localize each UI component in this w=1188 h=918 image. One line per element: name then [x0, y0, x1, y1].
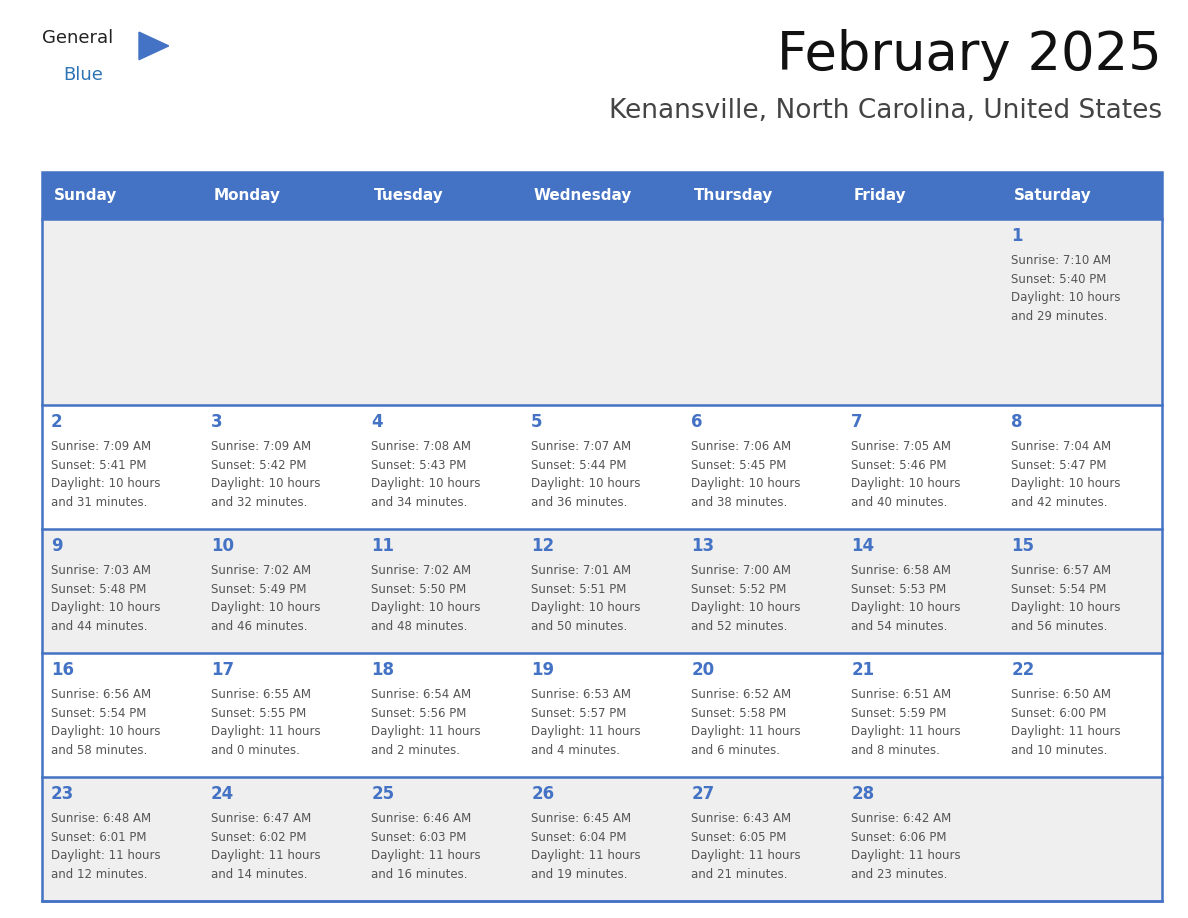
Text: Sunrise: 6:54 AM
Sunset: 5:56 PM
Daylight: 11 hours
and 2 minutes.: Sunrise: 6:54 AM Sunset: 5:56 PM Dayligh… [371, 688, 481, 756]
Text: 21: 21 [852, 661, 874, 678]
Text: February 2025: February 2025 [777, 29, 1162, 82]
Bar [42, 778, 1162, 901]
Text: Sunrise: 7:05 AM
Sunset: 5:46 PM
Daylight: 10 hours
and 40 minutes.: Sunrise: 7:05 AM Sunset: 5:46 PM Dayligh… [852, 441, 961, 509]
Text: Sunrise: 7:09 AM
Sunset: 5:42 PM
Daylight: 10 hours
and 32 minutes.: Sunrise: 7:09 AM Sunset: 5:42 PM Dayligh… [211, 441, 321, 509]
Text: 23: 23 [51, 785, 75, 803]
Text: 11: 11 [371, 537, 394, 554]
Text: Sunrise: 6:47 AM
Sunset: 6:02 PM
Daylight: 11 hours
and 14 minutes.: Sunrise: 6:47 AM Sunset: 6:02 PM Dayligh… [211, 812, 321, 881]
Text: Tuesday: Tuesday [373, 188, 443, 203]
Text: Sunrise: 7:08 AM
Sunset: 5:43 PM
Daylight: 10 hours
and 34 minutes.: Sunrise: 7:08 AM Sunset: 5:43 PM Dayligh… [371, 441, 481, 509]
Bar [42, 219, 1162, 406]
Text: 9: 9 [51, 537, 63, 554]
Text: 6: 6 [691, 413, 703, 431]
Text: Sunrise: 6:53 AM
Sunset: 5:57 PM
Daylight: 11 hours
and 4 minutes.: Sunrise: 6:53 AM Sunset: 5:57 PM Dayligh… [531, 688, 640, 756]
Text: Sunday: Sunday [53, 188, 116, 203]
Text: General: General [42, 29, 113, 48]
Text: Sunrise: 7:04 AM
Sunset: 5:47 PM
Daylight: 10 hours
and 42 minutes.: Sunrise: 7:04 AM Sunset: 5:47 PM Dayligh… [1011, 441, 1120, 509]
Text: 25: 25 [371, 785, 394, 803]
Text: Sunrise: 6:55 AM
Sunset: 5:55 PM
Daylight: 11 hours
and 0 minutes.: Sunrise: 6:55 AM Sunset: 5:55 PM Dayligh… [211, 688, 321, 756]
Text: Thursday: Thursday [694, 188, 773, 203]
Text: Sunrise: 6:57 AM
Sunset: 5:54 PM
Daylight: 10 hours
and 56 minutes.: Sunrise: 6:57 AM Sunset: 5:54 PM Dayligh… [1011, 565, 1120, 633]
Bar [42, 530, 1162, 654]
Text: Sunrise: 7:03 AM
Sunset: 5:48 PM
Daylight: 10 hours
and 44 minutes.: Sunrise: 7:03 AM Sunset: 5:48 PM Dayligh… [51, 565, 160, 633]
Text: 19: 19 [531, 661, 555, 678]
Bar [42, 172, 1162, 219]
Text: 18: 18 [371, 661, 394, 678]
Text: 20: 20 [691, 661, 714, 678]
Text: 5: 5 [531, 413, 543, 431]
Text: Sunrise: 7:02 AM
Sunset: 5:50 PM
Daylight: 10 hours
and 48 minutes.: Sunrise: 7:02 AM Sunset: 5:50 PM Dayligh… [371, 565, 481, 633]
Text: Sunrise: 6:50 AM
Sunset: 6:00 PM
Daylight: 11 hours
and 10 minutes.: Sunrise: 6:50 AM Sunset: 6:00 PM Dayligh… [1011, 688, 1121, 756]
Bar [42, 654, 1162, 778]
Text: 1: 1 [1011, 227, 1023, 245]
Text: 17: 17 [211, 661, 234, 678]
Text: Sunrise: 6:45 AM
Sunset: 6:04 PM
Daylight: 11 hours
and 19 minutes.: Sunrise: 6:45 AM Sunset: 6:04 PM Dayligh… [531, 812, 640, 881]
Text: Wednesday: Wednesday [533, 188, 632, 203]
Text: 22: 22 [1011, 661, 1035, 678]
Text: 2: 2 [51, 413, 63, 431]
Text: Sunrise: 6:43 AM
Sunset: 6:05 PM
Daylight: 11 hours
and 21 minutes.: Sunrise: 6:43 AM Sunset: 6:05 PM Dayligh… [691, 812, 801, 881]
Bar [42, 406, 1162, 530]
Text: 28: 28 [852, 785, 874, 803]
Text: Sunrise: 7:07 AM
Sunset: 5:44 PM
Daylight: 10 hours
and 36 minutes.: Sunrise: 7:07 AM Sunset: 5:44 PM Dayligh… [531, 441, 640, 509]
Text: 7: 7 [852, 413, 862, 431]
Text: Blue: Blue [63, 66, 103, 84]
Text: Saturday: Saturday [1013, 188, 1092, 203]
Text: Sunrise: 6:51 AM
Sunset: 5:59 PM
Daylight: 11 hours
and 8 minutes.: Sunrise: 6:51 AM Sunset: 5:59 PM Dayligh… [852, 688, 961, 756]
Text: 27: 27 [691, 785, 714, 803]
Text: 12: 12 [531, 537, 555, 554]
Polygon shape [139, 32, 169, 60]
Text: Friday: Friday [854, 188, 906, 203]
Text: Sunrise: 7:09 AM
Sunset: 5:41 PM
Daylight: 10 hours
and 31 minutes.: Sunrise: 7:09 AM Sunset: 5:41 PM Dayligh… [51, 441, 160, 509]
Text: 16: 16 [51, 661, 74, 678]
Text: Sunrise: 6:52 AM
Sunset: 5:58 PM
Daylight: 11 hours
and 6 minutes.: Sunrise: 6:52 AM Sunset: 5:58 PM Dayligh… [691, 688, 801, 756]
Text: 4: 4 [371, 413, 383, 431]
Text: 14: 14 [852, 537, 874, 554]
Text: 10: 10 [211, 537, 234, 554]
Text: Sunrise: 7:00 AM
Sunset: 5:52 PM
Daylight: 10 hours
and 52 minutes.: Sunrise: 7:00 AM Sunset: 5:52 PM Dayligh… [691, 565, 801, 633]
Text: 15: 15 [1011, 537, 1035, 554]
Text: Sunrise: 6:48 AM
Sunset: 6:01 PM
Daylight: 11 hours
and 12 minutes.: Sunrise: 6:48 AM Sunset: 6:01 PM Dayligh… [51, 812, 160, 881]
Text: Sunrise: 6:56 AM
Sunset: 5:54 PM
Daylight: 10 hours
and 58 minutes.: Sunrise: 6:56 AM Sunset: 5:54 PM Dayligh… [51, 688, 160, 756]
Text: Sunrise: 7:01 AM
Sunset: 5:51 PM
Daylight: 10 hours
and 50 minutes.: Sunrise: 7:01 AM Sunset: 5:51 PM Dayligh… [531, 565, 640, 633]
Bar [42, 172, 1162, 901]
Text: 8: 8 [1011, 413, 1023, 431]
Text: 26: 26 [531, 785, 555, 803]
Text: Sunrise: 6:42 AM
Sunset: 6:06 PM
Daylight: 11 hours
and 23 minutes.: Sunrise: 6:42 AM Sunset: 6:06 PM Dayligh… [852, 812, 961, 881]
Text: Sunrise: 6:46 AM
Sunset: 6:03 PM
Daylight: 11 hours
and 16 minutes.: Sunrise: 6:46 AM Sunset: 6:03 PM Dayligh… [371, 812, 481, 881]
Text: Monday: Monday [214, 188, 280, 203]
Text: 3: 3 [211, 413, 222, 431]
Text: 13: 13 [691, 537, 714, 554]
Text: Sunrise: 7:06 AM
Sunset: 5:45 PM
Daylight: 10 hours
and 38 minutes.: Sunrise: 7:06 AM Sunset: 5:45 PM Dayligh… [691, 441, 801, 509]
Text: Sunrise: 6:58 AM
Sunset: 5:53 PM
Daylight: 10 hours
and 54 minutes.: Sunrise: 6:58 AM Sunset: 5:53 PM Dayligh… [852, 565, 961, 633]
Text: Sunrise: 7:10 AM
Sunset: 5:40 PM
Daylight: 10 hours
and 29 minutes.: Sunrise: 7:10 AM Sunset: 5:40 PM Dayligh… [1011, 254, 1120, 323]
Text: Kenansville, North Carolina, United States: Kenansville, North Carolina, United Stat… [608, 98, 1162, 124]
Text: Sunrise: 7:02 AM
Sunset: 5:49 PM
Daylight: 10 hours
and 46 minutes.: Sunrise: 7:02 AM Sunset: 5:49 PM Dayligh… [211, 565, 321, 633]
Text: 24: 24 [211, 785, 234, 803]
